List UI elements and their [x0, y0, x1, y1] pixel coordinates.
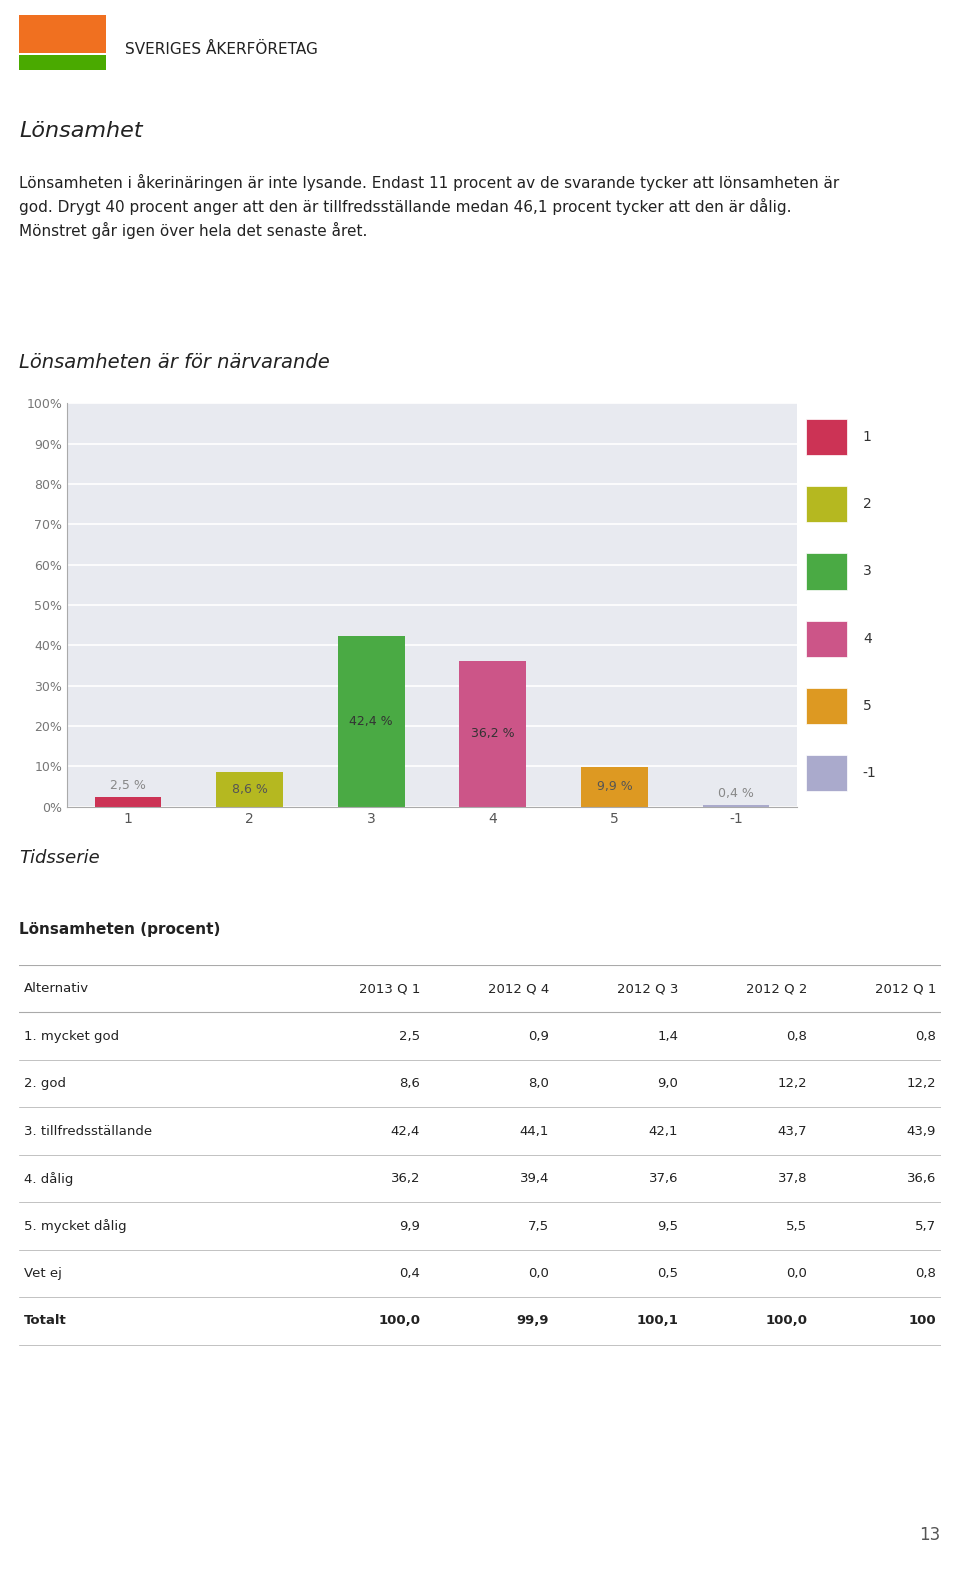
Text: 5,7: 5,7 [915, 1220, 936, 1232]
Text: 3: 3 [863, 565, 872, 579]
Bar [703, 805, 769, 807]
Text: 99,9: 99,9 [516, 1315, 549, 1327]
Text: 100: 100 [908, 1315, 936, 1327]
Text: 44,1: 44,1 [519, 1125, 549, 1137]
Text: 5. mycket dålig: 5. mycket dålig [24, 1220, 127, 1232]
Text: 4: 4 [863, 631, 872, 645]
Text: 0,0: 0,0 [528, 1267, 549, 1280]
Text: 36,2: 36,2 [391, 1172, 420, 1185]
Text: 13: 13 [920, 1525, 941, 1544]
Text: Lönsamheten (procent): Lönsamheten (procent) [19, 922, 221, 937]
Text: 2: 2 [863, 497, 872, 511]
Text: 37,8: 37,8 [778, 1172, 807, 1185]
Text: 42,4 %: 42,4 % [349, 715, 393, 728]
Bar [581, 767, 648, 807]
Text: 100,0: 100,0 [765, 1315, 807, 1327]
Text: 8,6: 8,6 [399, 1077, 420, 1090]
Text: 2012 Q 2: 2012 Q 2 [746, 982, 807, 995]
Text: 100,1: 100,1 [636, 1315, 678, 1327]
FancyBboxPatch shape [806, 554, 847, 590]
Text: 0,9: 0,9 [528, 1030, 549, 1043]
Text: 0,8: 0,8 [915, 1267, 936, 1280]
Text: 2,5 %: 2,5 % [110, 778, 146, 793]
Text: 4. dålig: 4. dålig [24, 1172, 73, 1185]
Text: 0,0: 0,0 [786, 1267, 807, 1280]
Text: 7,5: 7,5 [528, 1220, 549, 1232]
Text: 2012 Q 3: 2012 Q 3 [616, 982, 678, 995]
FancyBboxPatch shape [806, 419, 847, 456]
Text: 2012 Q 4: 2012 Q 4 [488, 982, 549, 995]
Text: -1: -1 [863, 766, 876, 780]
Text: 9,9: 9,9 [399, 1220, 420, 1232]
Text: 36,6: 36,6 [907, 1172, 936, 1185]
Text: 2. god: 2. god [24, 1077, 66, 1090]
Text: 3. tillfredsställande: 3. tillfredsställande [24, 1125, 152, 1137]
FancyBboxPatch shape [806, 755, 847, 791]
Text: 9,0: 9,0 [658, 1077, 678, 1090]
Text: 0,4 %: 0,4 % [718, 788, 754, 800]
Text: SVERIGES ÅKERFÖRETAG: SVERIGES ÅKERFÖRETAG [125, 41, 318, 57]
Text: Totalt: Totalt [24, 1315, 66, 1327]
Bar [94, 797, 161, 807]
Text: 12,2: 12,2 [906, 1077, 936, 1090]
Text: 37,6: 37,6 [649, 1172, 678, 1185]
Text: 1: 1 [863, 430, 872, 445]
Text: Tidsserie: Tidsserie [19, 850, 100, 867]
Text: 36,2 %: 36,2 % [471, 728, 515, 740]
Text: 5: 5 [863, 699, 872, 713]
Text: Alternativ: Alternativ [24, 982, 89, 995]
FancyBboxPatch shape [806, 486, 847, 522]
FancyBboxPatch shape [19, 14, 106, 52]
Text: Lönsamhet: Lönsamhet [19, 120, 143, 141]
Text: 8,6 %: 8,6 % [231, 783, 268, 796]
Text: 2012 Q 1: 2012 Q 1 [875, 982, 936, 995]
Bar [216, 772, 283, 807]
Text: 39,4: 39,4 [519, 1172, 549, 1185]
Text: 1,4: 1,4 [658, 1030, 678, 1043]
Text: 5,5: 5,5 [786, 1220, 807, 1232]
Text: 0,4: 0,4 [399, 1267, 420, 1280]
Text: 0,8: 0,8 [786, 1030, 807, 1043]
FancyBboxPatch shape [19, 55, 106, 70]
FancyBboxPatch shape [806, 620, 847, 657]
Text: 100,0: 100,0 [378, 1315, 420, 1327]
Text: 0,5: 0,5 [658, 1267, 678, 1280]
FancyBboxPatch shape [806, 688, 847, 725]
Text: 8,0: 8,0 [528, 1077, 549, 1090]
Text: 42,4: 42,4 [391, 1125, 420, 1137]
Text: Lönsamheten är för närvarande: Lönsamheten är för närvarande [19, 353, 330, 372]
Text: 2,5: 2,5 [399, 1030, 420, 1043]
Bar [459, 661, 526, 807]
Text: Vet ej: Vet ej [24, 1267, 61, 1280]
Text: 2013 Q 1: 2013 Q 1 [359, 982, 420, 995]
Text: 43,9: 43,9 [907, 1125, 936, 1137]
Text: 9,5: 9,5 [658, 1220, 678, 1232]
Text: 43,7: 43,7 [778, 1125, 807, 1137]
Text: 12,2: 12,2 [778, 1077, 807, 1090]
Text: 1. mycket god: 1. mycket god [24, 1030, 119, 1043]
Text: 9,9 %: 9,9 % [596, 780, 633, 793]
Text: Lönsamheten i åkerinäringen är inte lysande. Endast 11 procent av de svarande ty: Lönsamheten i åkerinäringen är inte lysa… [19, 174, 839, 239]
Text: 42,1: 42,1 [649, 1125, 678, 1137]
Bar [338, 636, 405, 807]
Text: 0,8: 0,8 [915, 1030, 936, 1043]
